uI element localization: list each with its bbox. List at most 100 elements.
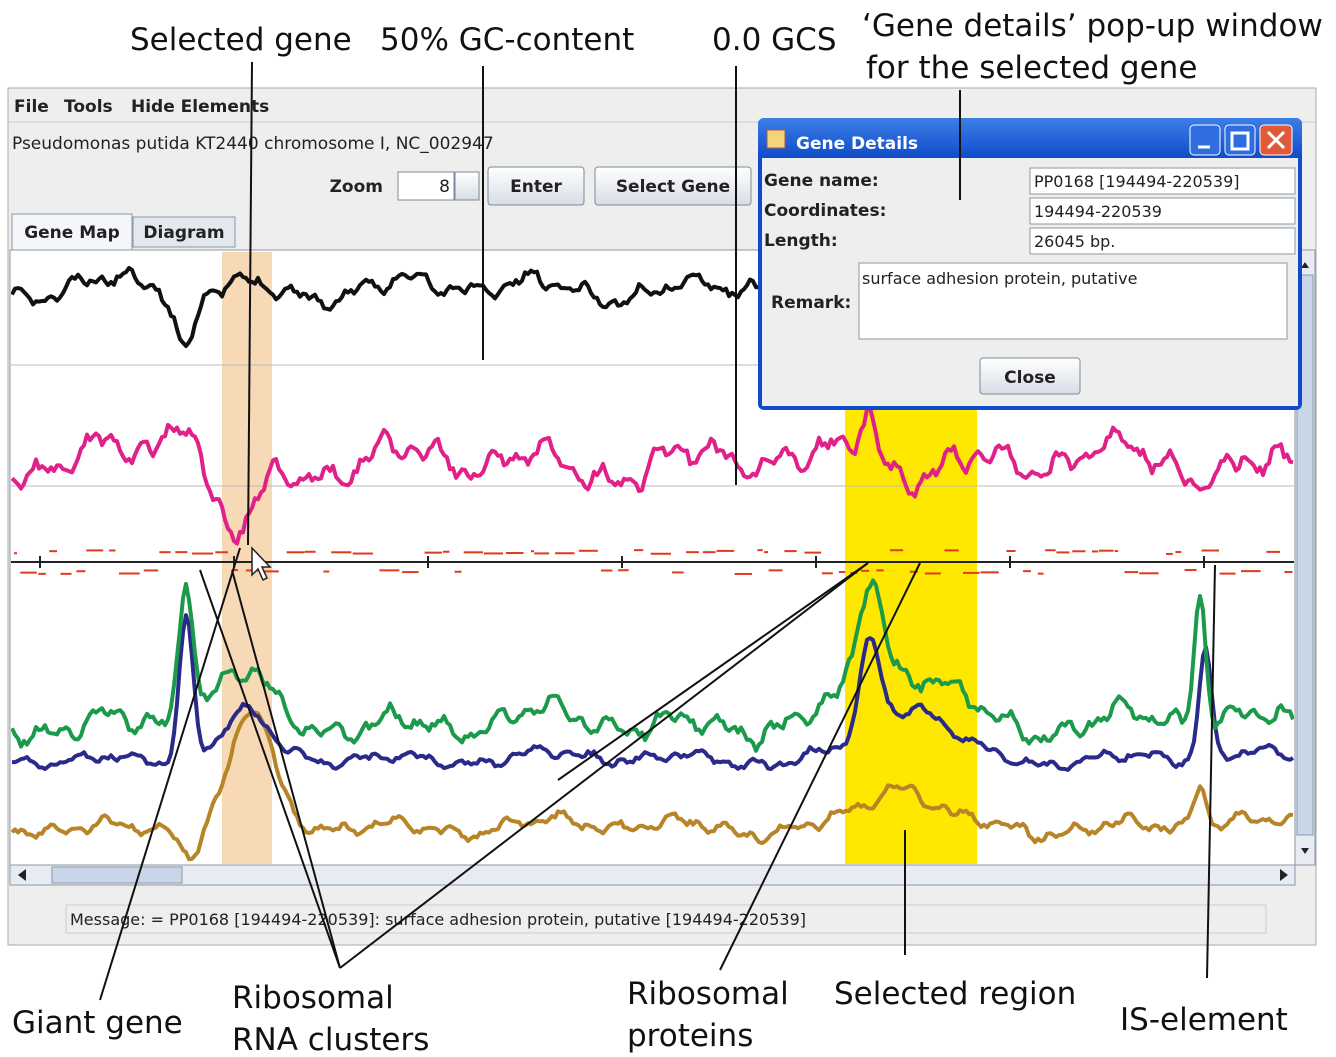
gene — [442, 550, 450, 553]
gene — [944, 549, 959, 552]
status-message: Message: = PP0168 [194494-220539]: surfa… — [70, 910, 806, 929]
annotation-lines — [99, 61, 1216, 1001]
gene — [1124, 571, 1139, 574]
gene — [734, 572, 752, 575]
gene — [49, 550, 57, 553]
annotation: IS-element — [1120, 1002, 1288, 1038]
zoom-label: Zoom — [330, 177, 383, 197]
v-scroll-thumb[interactable] — [1296, 274, 1314, 836]
menu-item[interactable]: Hide Elements — [131, 97, 269, 117]
gene — [286, 551, 305, 554]
tab[interactable] — [11, 213, 133, 251]
h-scrollbar[interactable] — [9, 864, 1296, 886]
toolbar-button[interactable] — [487, 166, 585, 206]
zoom-spinner[interactable] — [454, 171, 480, 201]
mouse-cursor — [251, 546, 272, 582]
gene — [530, 550, 534, 553]
gene — [838, 570, 846, 573]
field-value: 194494-220539 — [1034, 202, 1162, 221]
field-value: 26045 bp. — [1034, 232, 1115, 251]
gene — [578, 549, 598, 552]
toolbar-button[interactable] — [594, 166, 752, 206]
gene — [1201, 549, 1219, 552]
gene — [1175, 551, 1182, 554]
gene — [784, 550, 797, 553]
gene — [1139, 572, 1159, 575]
field-box — [1029, 167, 1296, 195]
status-bar — [65, 904, 1267, 934]
gene — [323, 570, 330, 573]
gene — [980, 571, 999, 574]
gene — [379, 569, 400, 572]
gene — [1006, 550, 1016, 553]
gene — [14, 552, 17, 555]
menu-bar: File Tools Hide Elements — [14, 97, 269, 117]
gene — [924, 572, 941, 575]
field-label: Gene name: — [764, 171, 879, 191]
toolbar-button-label: Select Gene — [616, 177, 730, 197]
gene — [1219, 572, 1236, 575]
gene — [424, 551, 442, 554]
gene — [890, 549, 904, 552]
gene — [764, 551, 768, 554]
toolbar-button-label: Enter — [510, 177, 562, 197]
close-button-label: Close — [1004, 368, 1056, 388]
gene — [634, 549, 644, 552]
gene — [60, 572, 72, 575]
gene — [38, 572, 46, 575]
gene — [1284, 570, 1293, 573]
gene — [534, 552, 550, 555]
gene — [159, 551, 171, 554]
field-box — [1029, 227, 1296, 255]
annotation: ‘Gene details’ pop-up window — [862, 8, 1323, 44]
gene — [304, 550, 316, 553]
close-button[interactable] — [979, 357, 1081, 395]
gene — [1072, 550, 1086, 553]
gene — [1266, 550, 1280, 553]
gene — [821, 572, 833, 575]
gene — [963, 571, 980, 574]
gene — [483, 552, 504, 555]
menu-item[interactable]: File — [14, 97, 49, 117]
annotation: Ribosomal — [627, 976, 789, 1012]
gene — [1166, 552, 1173, 555]
zoom-input[interactable] — [397, 171, 455, 201]
gene — [192, 552, 213, 555]
annotation: for the selected gene — [866, 50, 1197, 86]
remark-box — [858, 262, 1288, 340]
brown-curve — [11, 709, 1294, 862]
tab[interactable] — [132, 216, 236, 248]
gene — [600, 569, 613, 572]
minimize-button[interactable] — [1189, 124, 1221, 156]
gcs-curve — [11, 405, 1294, 546]
annotation: RNA clusters — [232, 1022, 429, 1057]
gene — [804, 551, 822, 554]
gene — [650, 552, 671, 555]
annotation: proteins — [627, 1018, 753, 1054]
annotation: Giant gene — [12, 1005, 183, 1041]
gene — [1092, 550, 1099, 553]
gene — [463, 551, 484, 554]
gene — [86, 549, 104, 552]
annotation: 50% GC-content — [380, 22, 634, 58]
gene — [555, 552, 575, 555]
menu-item[interactable]: Tools — [64, 97, 113, 117]
gene — [1114, 550, 1119, 553]
gene — [672, 571, 684, 574]
gene — [454, 570, 462, 573]
h-scroll-thumb[interactable] — [51, 866, 183, 884]
gene — [1037, 572, 1044, 575]
annotation: 0.0 GCS — [712, 22, 837, 58]
gene — [352, 552, 373, 555]
remark-label: Remark: — [771, 293, 851, 313]
genome-title: Pseudomonas putida KT2440 chromosome I, … — [12, 134, 494, 154]
zoom-value: 8 — [439, 177, 450, 197]
field-box — [1029, 197, 1296, 225]
gene — [143, 569, 159, 572]
gene — [768, 569, 783, 572]
gene — [109, 549, 116, 552]
gene — [175, 551, 188, 554]
gene — [909, 570, 918, 573]
gene — [119, 572, 140, 575]
